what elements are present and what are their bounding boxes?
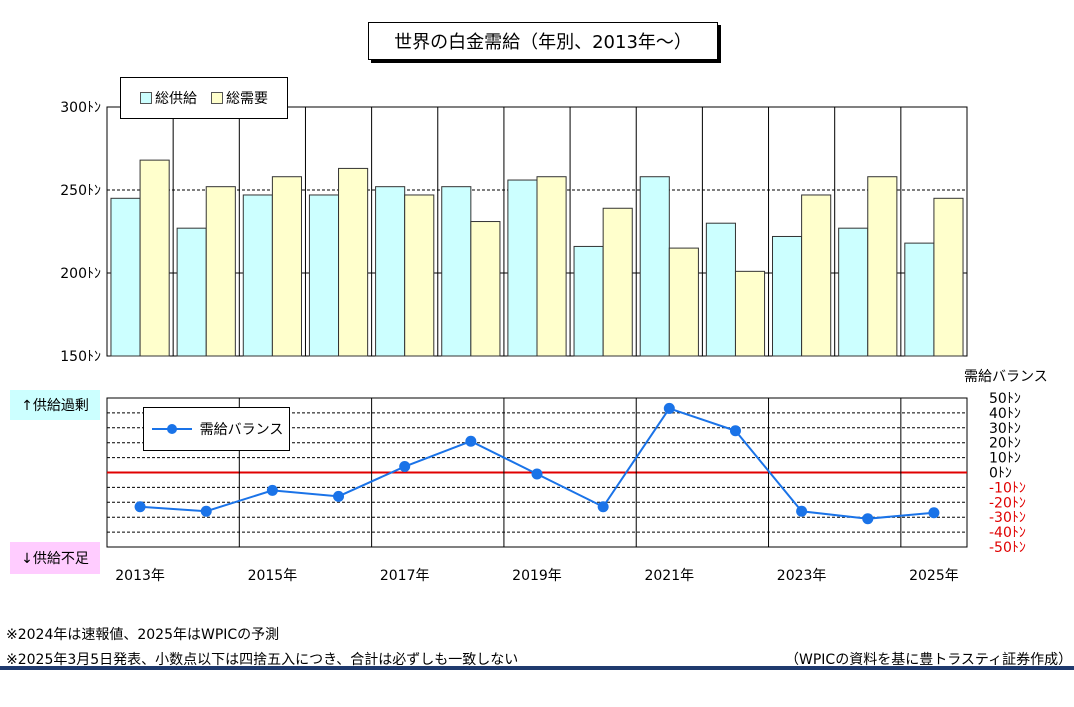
supply-bar xyxy=(308,194,340,357)
supply-bar xyxy=(705,222,736,357)
balance-ytick-label: 0ﾄﾝ xyxy=(989,466,1012,482)
supply-bar xyxy=(375,186,406,357)
balance-point xyxy=(531,468,543,480)
bar-ytick-label: 150ﾄﾝ xyxy=(60,349,101,365)
legend-line-marker xyxy=(151,424,192,434)
supply-bar xyxy=(904,242,935,357)
balance-ytick-label: 30ﾄﾝ xyxy=(989,421,1021,437)
demand-bar xyxy=(668,247,699,357)
supply-bar xyxy=(507,179,538,357)
demand-bar xyxy=(801,194,832,357)
demand-bar xyxy=(734,270,766,357)
supply-bar xyxy=(176,227,207,357)
balance-point xyxy=(465,435,477,447)
balance-point xyxy=(200,505,212,517)
balance-ytick-label: -40ﾄﾝ xyxy=(989,525,1026,541)
demand-bar xyxy=(139,159,170,357)
balance-point xyxy=(266,484,278,496)
legend-supply-label: 総供給 xyxy=(155,91,197,107)
balance-ytick-label: 10ﾄﾝ xyxy=(989,451,1021,467)
balance-ytick-label: -20ﾄﾝ xyxy=(989,495,1026,511)
balance-ytick-label: 50ﾄﾝ xyxy=(989,391,1021,407)
balance-ytick-label: 40ﾄﾝ xyxy=(989,406,1021,422)
balance-point xyxy=(597,501,609,513)
supply-bar xyxy=(573,245,604,357)
balance-point xyxy=(928,507,940,519)
balance-point xyxy=(333,490,345,502)
balance-point xyxy=(796,505,808,517)
note-2: ※2025年3月5日発表、小数点以下は四捨五入につき、合計は必ずしも一致しない xyxy=(6,652,519,668)
balance-ytick-label: 20ﾄﾝ xyxy=(989,436,1021,452)
demand-bar xyxy=(271,176,302,357)
balance-point xyxy=(399,461,411,473)
x-tick-label: 2013年 xyxy=(115,568,165,584)
surplus-label: ↑供給過剰 xyxy=(10,390,100,420)
balance-axis-title: 需給バランス xyxy=(964,369,1048,385)
x-tick-label: 2017年 xyxy=(380,568,430,584)
bar-ytick-label: 250ﾄﾝ xyxy=(60,183,101,199)
footer-rule xyxy=(0,666,1074,670)
balance-ytick-label: -30ﾄﾝ xyxy=(989,510,1026,526)
supply-bar xyxy=(110,197,141,357)
balance-point xyxy=(663,402,675,414)
x-tick-label: 2025年 xyxy=(909,568,959,584)
deficit-label: ↓供給不足 xyxy=(10,542,100,574)
supply-bar xyxy=(838,227,869,357)
bar-legend: 総供給 総需要 xyxy=(120,77,288,119)
balance-ytick-label: -50ﾄﾝ xyxy=(989,540,1026,556)
demand-bar xyxy=(205,186,236,357)
chart-title: 世界の白金需給（年別、2013年～） xyxy=(368,22,718,60)
supply-bar xyxy=(441,186,472,357)
demand-bar xyxy=(933,197,964,357)
legend-item-supply: 総供給 xyxy=(140,88,197,108)
bar-ytick-label: 300ﾄﾝ xyxy=(60,100,101,116)
demand-swatch xyxy=(211,92,223,104)
x-tick-label: 2019年 xyxy=(512,568,562,584)
balance-point xyxy=(862,513,874,525)
demand-bar xyxy=(867,176,898,357)
note-1: ※2024年は速報値、2025年はWPICの予測 xyxy=(6,627,280,643)
bar-ytick-label: 200ﾄﾝ xyxy=(60,266,101,282)
legend-demand-label: 総需要 xyxy=(226,91,268,107)
demand-bar xyxy=(602,207,633,357)
source-note: （WPICの資料を基に豊トラスティ証券作成） xyxy=(785,652,1073,668)
balance-ytick-label: -10ﾄﾝ xyxy=(989,480,1026,496)
demand-bar xyxy=(470,221,501,357)
demand-bar xyxy=(404,194,435,357)
line-legend: 需給バランス xyxy=(143,407,290,451)
balance-point xyxy=(134,501,146,513)
x-tick-label: 2021年 xyxy=(644,568,694,584)
supply-bar xyxy=(772,235,803,357)
demand-bar xyxy=(536,176,567,357)
supply-bar xyxy=(639,176,670,357)
demand-bar xyxy=(338,167,369,357)
x-tick-label: 2023年 xyxy=(777,568,827,584)
legend-item-demand: 総需要 xyxy=(211,88,268,108)
balance-point xyxy=(729,425,741,437)
supply-bar xyxy=(242,194,273,357)
x-tick-label: 2015年 xyxy=(248,568,298,584)
legend-balance-label: 需給バランス xyxy=(199,422,284,438)
supply-swatch xyxy=(140,92,152,104)
